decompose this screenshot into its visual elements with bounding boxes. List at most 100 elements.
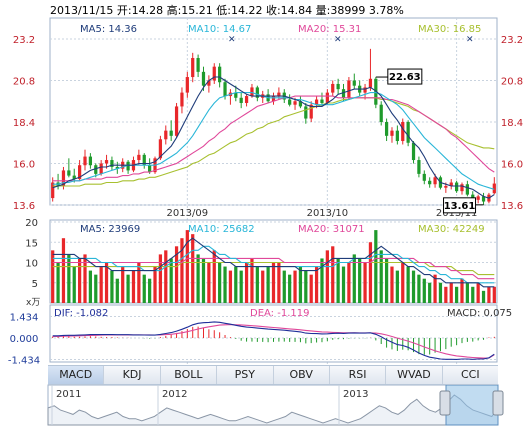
volume-bar xyxy=(239,270,243,303)
volume-bar xyxy=(347,262,351,303)
volume-bar xyxy=(374,230,378,303)
volume-bar xyxy=(395,270,399,303)
candle-body xyxy=(191,58,195,78)
candle-body xyxy=(110,160,114,167)
volume-bar xyxy=(460,278,464,303)
volume-bar xyxy=(390,266,394,303)
volume-bar xyxy=(422,278,426,303)
volume-bar xyxy=(169,258,173,303)
min-annotation-label: 13.61 xyxy=(444,201,476,212)
volume-bar xyxy=(411,270,416,303)
candle-body xyxy=(449,182,453,186)
volume-bar xyxy=(164,250,168,303)
candle-body xyxy=(465,184,469,195)
volume-legend-ma5: MA5: 23969 xyxy=(80,224,140,235)
volume-bar xyxy=(255,266,259,303)
volume-bar xyxy=(56,262,60,303)
candle-body xyxy=(347,80,351,98)
volume-bar xyxy=(153,266,157,303)
candle-body xyxy=(164,130,168,140)
volume-ma5-line xyxy=(52,237,495,288)
candle-body xyxy=(61,170,66,186)
volume-legend-ma30: MA30: 42249 xyxy=(418,224,485,235)
event-marker-icon: ✕ xyxy=(228,35,236,45)
candle-body xyxy=(331,83,335,93)
candle-body xyxy=(142,154,146,166)
price-y-tick-right: 16.0 xyxy=(501,160,523,171)
candle-body xyxy=(325,92,329,103)
candle-body xyxy=(115,166,119,169)
min-annotation-box xyxy=(443,197,477,214)
candle-body xyxy=(314,99,319,105)
volume-bar xyxy=(271,262,276,303)
candle-body xyxy=(379,104,383,122)
event-marker-icon: ✕ xyxy=(334,35,342,45)
volume-bar xyxy=(250,258,254,303)
candle-body xyxy=(374,78,378,105)
tab-psy[interactable]: PSY xyxy=(217,366,274,384)
volume-bar xyxy=(121,266,125,303)
tab-cci[interactable]: CCI xyxy=(461,368,480,381)
candle-body xyxy=(336,83,340,90)
volume-bar xyxy=(336,258,340,303)
volume-bar xyxy=(417,274,421,303)
volume-bar xyxy=(298,266,303,303)
volume-bar xyxy=(454,286,459,303)
volume-y-tick: 15 xyxy=(25,238,38,249)
tab-kdj[interactable]: KDJ xyxy=(104,366,161,384)
volume-bar xyxy=(487,286,491,303)
volume-bar xyxy=(492,286,496,303)
candle-body xyxy=(51,182,55,199)
event-marker-icon: ✕ xyxy=(466,35,474,45)
tab-macd[interactable]: MACD xyxy=(48,366,105,384)
tab-obv[interactable]: OBV xyxy=(274,366,330,384)
candle-body xyxy=(428,180,432,185)
overview-area xyxy=(47,394,499,426)
candle-body xyxy=(239,97,243,103)
volume-bar xyxy=(379,250,383,303)
candle-body xyxy=(250,87,254,97)
overview-right-handle[interactable] xyxy=(492,390,504,416)
volume-bar xyxy=(449,282,453,303)
volume-bar xyxy=(218,262,222,303)
date-x-tick: 2013/11 xyxy=(436,208,478,219)
volume-bar xyxy=(137,262,141,303)
volume-bar xyxy=(293,270,297,303)
tab-rsi[interactable]: RSI xyxy=(330,366,387,384)
max-annotation-box xyxy=(387,68,423,85)
quote-summary: 2013/11/15 开:14.28 高:15.21 低:14.22 收:14.… xyxy=(50,4,404,17)
volume-bar xyxy=(99,266,103,303)
price-legend-ma10: MA10: 14.67 xyxy=(188,24,251,35)
volume-bar xyxy=(331,246,335,303)
candle-body xyxy=(395,130,399,142)
candle-body xyxy=(352,80,356,86)
volume-bar xyxy=(201,258,206,303)
price-y-tick-right: 18.4 xyxy=(501,118,523,129)
candle-body xyxy=(481,196,486,202)
price-panel-frame xyxy=(49,17,498,206)
candle-body xyxy=(444,185,448,188)
overview-year-label: 2012 xyxy=(162,389,187,400)
volume-y-tick: 10 xyxy=(25,259,38,270)
price-ma5-line xyxy=(52,76,495,199)
volume-bar xyxy=(471,286,475,303)
candle-body xyxy=(492,183,496,194)
volume-bar xyxy=(384,258,389,303)
candle-body xyxy=(185,77,189,93)
candle-body xyxy=(277,92,281,97)
candle-body xyxy=(422,173,426,181)
volume-bar xyxy=(180,238,184,303)
volume-unit-label: x万 xyxy=(26,298,40,308)
volume-bar xyxy=(61,238,66,303)
tab-wvad[interactable]: WVAD xyxy=(386,366,443,384)
indicator-tabs: MACD KDJ BOLL PSY OBV RSI WVAD CCI xyxy=(48,365,498,385)
volume-bar xyxy=(352,254,356,303)
overview-left-handle[interactable] xyxy=(439,390,451,416)
tab-boll[interactable]: BOLL xyxy=(161,366,218,384)
candle-body xyxy=(218,66,222,83)
overview-selection-window xyxy=(445,384,499,426)
volume-bar xyxy=(223,266,227,303)
volume-bar xyxy=(266,266,270,303)
volume-bar xyxy=(110,270,114,303)
